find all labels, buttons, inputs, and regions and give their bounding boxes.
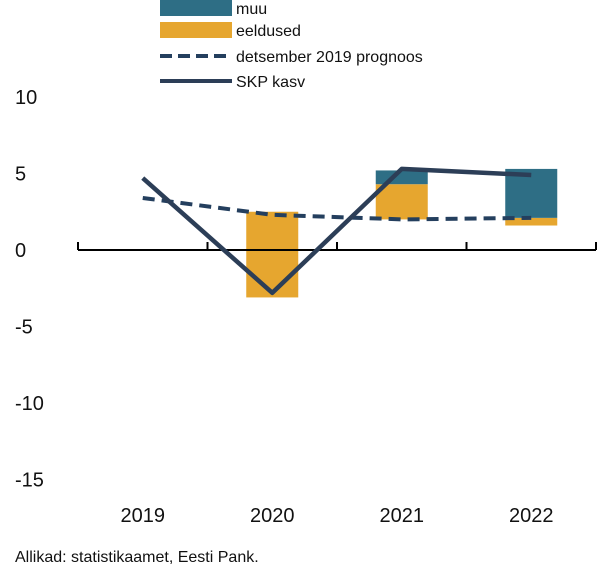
x-axis: 2019 2020 2021 2022 [77,242,597,527]
legend-label: SKP kasv [236,74,305,91]
legend-item: detsember 2019 prognoos [160,49,423,66]
x-tick-label: 2022 [509,505,554,527]
y-tick-label: -10 [15,393,44,415]
x-tick-label: 2019 [121,505,166,527]
bar-eeldused-2021 [375,184,428,220]
y-axis: 10 5 0 -5 -10 -15 [15,87,44,492]
bar-muu-2022 [505,168,558,218]
bars [246,168,558,298]
lines [141,166,532,296]
y-tick-label: 10 [15,87,37,109]
legend-swatch [160,22,232,38]
bar-eeldused-2020 [246,211,299,298]
bar-muu-2021 [375,170,428,185]
legend-item: SKP kasv [160,74,305,91]
legend-label: eeldused [236,23,301,40]
line-SKP kasv [141,166,532,296]
bar-eeldused-2022 [505,217,558,226]
y-tick-label: -5 [15,317,33,339]
x-tick-label: 2021 [380,505,425,527]
legend-label: detsember 2019 prognoos [236,49,423,66]
y-tick-label: -15 [15,470,44,492]
legend-item: eeldused [160,22,301,40]
line-detsember 2019 prognoos [142,195,532,222]
chart: muu eeldused detsember 2019 prognoos SKP ka… [15,0,597,527]
legend: muu eeldused detsember 2019 prognoos SKP ka… [160,0,423,91]
legend-item: muu [160,0,267,18]
x-tick-label: 2020 [250,505,295,527]
y-tick-label: 5 [15,164,26,186]
legend-swatch [160,0,232,16]
legend-label: muu [236,1,267,18]
source-note: Allikad: statistikaamet, Eesti Pank. [15,549,259,566]
y-tick-label: 0 [15,240,26,262]
